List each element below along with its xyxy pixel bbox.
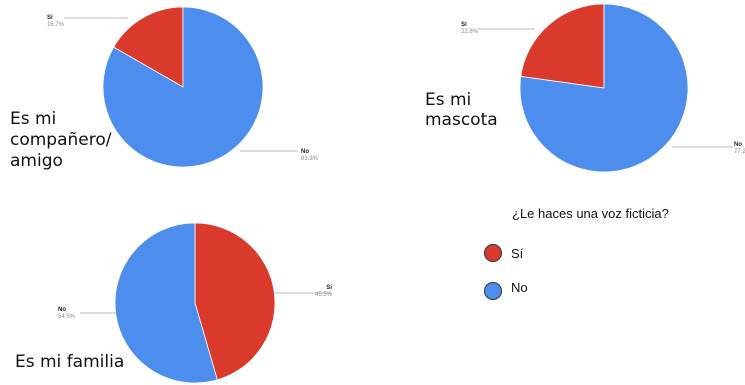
- slice-label-no: No: [734, 142, 742, 148]
- chart-title-line: amigo: [10, 151, 63, 171]
- slice-value-si: 16.7%: [47, 22, 65, 28]
- pie-slice-si: [520, 3, 605, 89]
- pie-slice-no: [114, 222, 218, 384]
- slice-label-no: No: [58, 307, 66, 313]
- slice-value-si: 22.8%: [461, 29, 479, 35]
- legend-label-si: Sí: [511, 246, 524, 261]
- slice-label-no: No: [301, 149, 309, 155]
- pie-slice-no: [102, 6, 264, 168]
- slice-value-no: 77.2%: [734, 149, 745, 155]
- slice-value-no: 54.5%: [58, 314, 76, 320]
- chart-title-line: Es mi: [10, 109, 56, 129]
- legend-title: ¿Le haces una voz ficticia?: [512, 206, 669, 221]
- legend-swatch-si: [484, 244, 502, 262]
- slice-label-si: Sí: [461, 22, 467, 28]
- chart-title-line: Es mi: [425, 90, 471, 110]
- legend: ¿Le haces una voz ficticia? Sí No: [484, 206, 669, 300]
- slice-value-no: 83.3%: [301, 156, 319, 162]
- chart-title-line: compañero/: [10, 130, 112, 150]
- legend-swatch-no: [484, 282, 502, 300]
- legend-label-no: No: [511, 280, 528, 295]
- chart-title-line: mascota: [425, 110, 498, 130]
- chart-title-line: Es mi familia: [15, 352, 124, 372]
- slice-label-si: Sí: [326, 285, 332, 291]
- pie-slice-si: [113, 6, 184, 88]
- pie-slice-si: [194, 222, 276, 381]
- slice-label-si: Sí: [47, 15, 53, 21]
- pie-slice-no: [519, 3, 689, 173]
- slice-value-si: 45.5%: [315, 292, 333, 298]
